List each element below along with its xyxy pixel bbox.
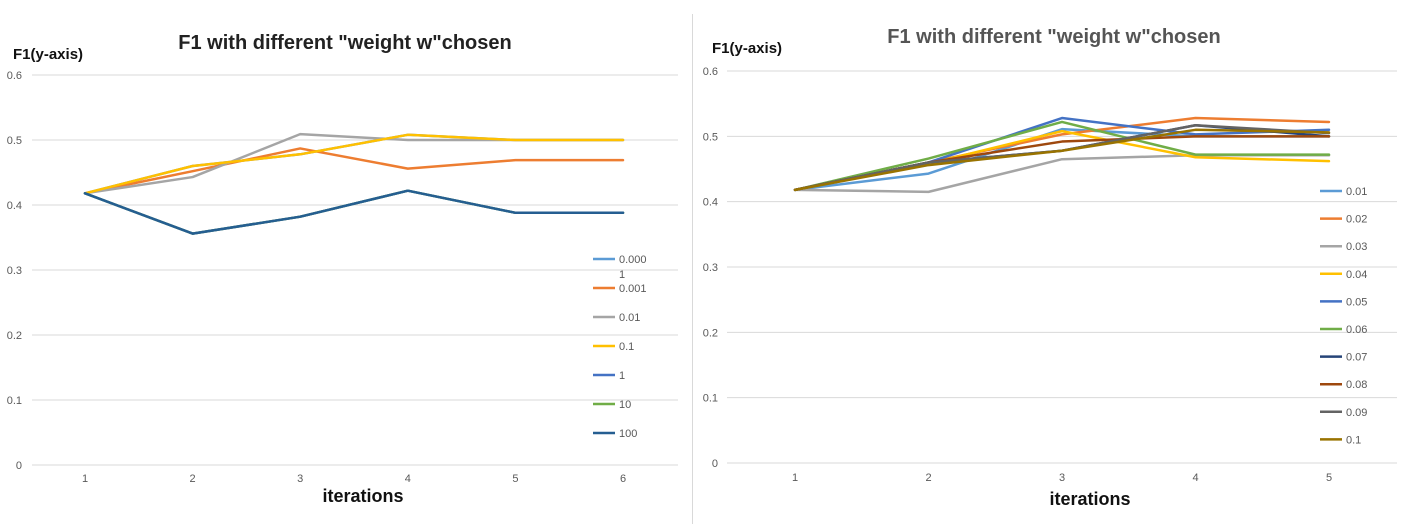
y-tick-label: 0.3 (7, 265, 22, 277)
chart-title: F1 with different "weight w"chosen (887, 26, 1220, 48)
legend-label: 0.09 (1346, 407, 1367, 419)
series-line-100 (83, 189, 625, 235)
x-tick-label: 4 (405, 473, 411, 485)
legend-item: 0.05 (1320, 296, 1367, 308)
y-tick-label: 0.6 (703, 66, 718, 78)
legend-label: 0.05 (1346, 296, 1367, 308)
y-tick-label: 0.3 (703, 262, 718, 274)
legend-label: 1 (619, 370, 625, 382)
legend-label: 0.1 (619, 341, 634, 353)
chart-1-svg: F1 with different "weight w"chosen F1(y-a… (7, 32, 678, 506)
legend-label: 0.000 (619, 254, 647, 266)
legend-label: 0.1 (1346, 434, 1361, 446)
series-line-0.1 (83, 133, 625, 195)
y-tick-label: 0.1 (7, 395, 22, 407)
x-tick-label: 5 (1326, 472, 1332, 484)
y-tick-label: 0.5 (7, 135, 22, 147)
legend-item: 0.06 (1320, 324, 1367, 336)
legend-label: 0.02 (1346, 214, 1367, 226)
y-tick-label: 0.6 (7, 70, 22, 82)
legend-item: 0.01 (1320, 186, 1367, 198)
y-axis-label: F1(y-axis) (712, 40, 782, 57)
panel-divider (692, 14, 693, 524)
legend-label: 0.04 (1346, 269, 1367, 281)
legend-label: 0.08 (1346, 379, 1367, 391)
series-line-0.06 (793, 120, 1331, 192)
legend-label: 0.01 (1346, 186, 1367, 198)
x-axis-label: iterations (322, 486, 403, 506)
legend-item: 0.01 (593, 312, 640, 324)
legend-item: 0.02 (1320, 214, 1367, 226)
x-tick-label: 3 (297, 473, 303, 485)
y-tick-label: 0.4 (7, 200, 22, 212)
legend-label: 0.07 (1346, 352, 1367, 364)
legend-label: 0.06 (1346, 324, 1367, 336)
chart-2-svg: F1 with different "weight w"chosen F1(y-a… (703, 26, 1397, 509)
legend-label: 10 (619, 399, 631, 411)
x-tick-label: 2 (190, 473, 196, 485)
legend-label: 0.001 (619, 283, 647, 295)
series-line-0.01 (83, 132, 625, 195)
legend-label: 0.03 (1346, 241, 1367, 253)
legend-item: 0.001 (593, 283, 647, 295)
series-line-0.08 (793, 135, 1331, 192)
y-tick-label: 0.2 (7, 330, 22, 342)
legend-item: 1 (593, 370, 625, 382)
y-tick-label: 0.4 (703, 197, 718, 209)
x-tick-label: 2 (925, 472, 931, 484)
x-tick-label: 3 (1059, 472, 1065, 484)
right-chart-panel: F1 with different "weight w"chosen F1(y-a… (697, 0, 1410, 530)
legend-item: 0.03 (1320, 241, 1367, 253)
y-tick-label: 0.1 (703, 393, 718, 405)
y-tick-label: 0.2 (703, 327, 718, 339)
legend-item: 0.09 (1320, 407, 1367, 419)
y-tick-label: 0 (16, 460, 22, 472)
series-line-0.1 (793, 128, 1331, 192)
legend-item: 0.08 (1320, 379, 1367, 391)
legend-item: 0.07 (1320, 352, 1367, 364)
x-axis-label: iterations (1049, 489, 1130, 509)
y-tick-label: 0.5 (703, 131, 718, 143)
series-line-0.001 (83, 147, 625, 195)
y-tick-label: 0 (712, 458, 718, 470)
y-axis-label: F1(y-axis) (13, 46, 83, 63)
legend-item: 0.1 (1320, 434, 1361, 446)
legend-item: 0.000 1 (593, 254, 647, 281)
legend-item: 0.1 (593, 341, 634, 353)
x-tick-label: 1 (792, 472, 798, 484)
legend-label: 0.01 (619, 312, 640, 324)
chart-title: F1 with different "weight w"chosen (178, 32, 511, 54)
legend-label-wrap: 1 (619, 269, 625, 281)
x-tick-label: 1 (82, 473, 88, 485)
x-tick-label: 6 (620, 473, 626, 485)
legend-item: 10 (593, 399, 631, 411)
left-chart-panel: F1 with different "weight w"chosen F1(y-a… (0, 0, 690, 530)
legend-item: 0.04 (1320, 269, 1367, 281)
x-tick-label: 5 (512, 473, 518, 485)
legend-label: 100 (619, 428, 637, 440)
legend-item: 100 (593, 428, 637, 440)
x-tick-label: 4 (1192, 472, 1198, 484)
